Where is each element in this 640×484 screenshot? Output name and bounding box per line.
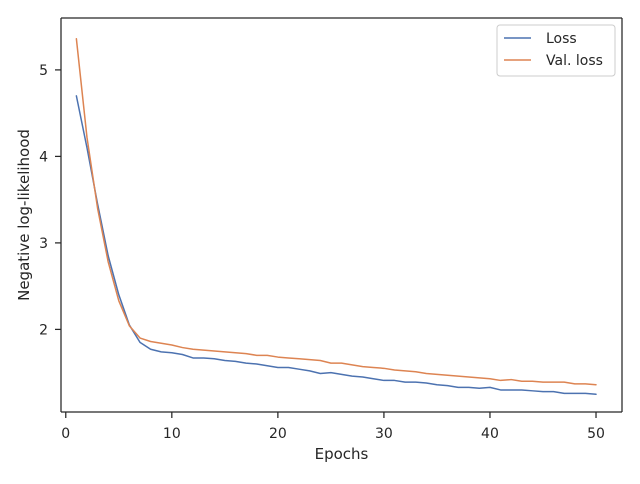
y-tick-label: 2 [39, 322, 48, 338]
legend-label-val-loss: Val. loss [546, 53, 603, 69]
legend-label-loss: Loss [546, 31, 577, 47]
series-layer [75, 38, 597, 396]
x-axis-ticks: 0 10 20 30 40 50 [61, 412, 605, 442]
x-tick-label: 10 [163, 426, 181, 442]
x-tick-label: 30 [375, 426, 393, 442]
series-line-val-loss [75, 38, 597, 386]
y-axis-ticks: 2 3 4 5 [39, 63, 61, 338]
y-axis-label: Negative log-likelihood [15, 129, 33, 301]
x-tick-label: 20 [269, 426, 287, 442]
x-tick-label: 40 [481, 426, 499, 442]
x-axis-label: Epochs [315, 445, 369, 463]
legend: Loss Val. loss [496, 24, 616, 77]
y-tick-label: 5 [39, 63, 48, 79]
y-tick-label: 4 [39, 149, 48, 165]
x-tick-label: 50 [587, 426, 605, 442]
x-tick-label: 0 [61, 426, 70, 442]
series-line-loss [75, 95, 597, 396]
y-tick-label: 3 [39, 236, 48, 252]
plot-background [61, 18, 622, 412]
